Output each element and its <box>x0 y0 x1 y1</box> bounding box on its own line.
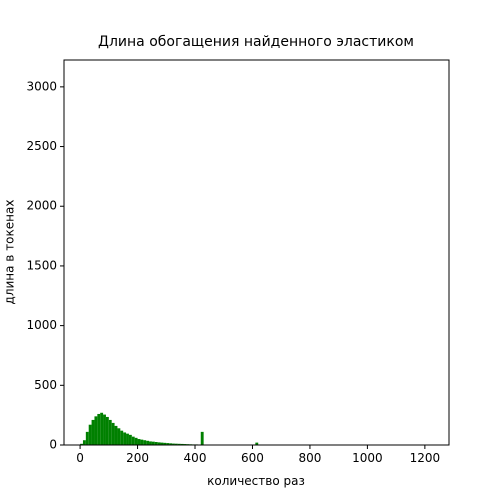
bar <box>140 439 144 445</box>
x-tick-label: 800 <box>298 451 321 465</box>
y-tick-label: 3000 <box>26 79 57 93</box>
bar <box>143 440 147 445</box>
bar <box>117 428 121 445</box>
bar <box>146 440 150 445</box>
y-tick-label: 1500 <box>26 258 57 272</box>
bar <box>163 442 167 445</box>
bar <box>97 413 101 445</box>
bar <box>169 443 173 445</box>
bar <box>94 416 98 445</box>
bar <box>157 442 161 445</box>
y-tick-label: 2500 <box>26 139 57 153</box>
bar <box>105 416 109 445</box>
y-tick-label: 1000 <box>26 318 57 332</box>
bar <box>120 430 124 445</box>
bar <box>154 442 158 445</box>
bar <box>108 419 112 445</box>
bar <box>103 414 106 445</box>
bar <box>91 419 95 445</box>
bar <box>151 441 155 445</box>
bar <box>149 441 152 445</box>
x-tick-label: 200 <box>126 451 149 465</box>
x-tick-label: 600 <box>241 451 264 465</box>
bar <box>126 433 129 445</box>
y-axis-label: длина в токенах <box>3 200 17 305</box>
x-tick-label: 1000 <box>352 451 383 465</box>
bar <box>180 443 184 445</box>
bar <box>137 439 141 445</box>
bar <box>82 440 86 445</box>
bar <box>111 422 115 445</box>
x-axis-label: количество раз <box>207 474 305 488</box>
bar <box>80 443 83 445</box>
y-tick-label: 2000 <box>26 199 57 213</box>
bar <box>131 436 135 445</box>
x-tick-label: 0 <box>76 451 84 465</box>
bar <box>114 425 118 445</box>
y-tick-label: 0 <box>49 438 57 452</box>
bar <box>88 424 92 445</box>
bar <box>177 443 181 445</box>
plot-frame <box>63 59 450 446</box>
bar <box>174 443 178 445</box>
bar <box>134 437 138 445</box>
chart-title: Длина обогащения найденного эластиком <box>98 34 414 50</box>
bar <box>255 442 259 445</box>
bar <box>85 431 89 445</box>
bar <box>100 412 104 445</box>
bar <box>166 443 170 445</box>
bar <box>123 432 127 445</box>
x-tick-label: 1200 <box>410 451 441 465</box>
x-tick-label: 400 <box>184 451 207 465</box>
bar <box>160 442 164 445</box>
bar <box>172 443 175 445</box>
bar <box>128 434 132 445</box>
y-tick-label: 500 <box>34 378 57 392</box>
bar <box>200 431 204 445</box>
